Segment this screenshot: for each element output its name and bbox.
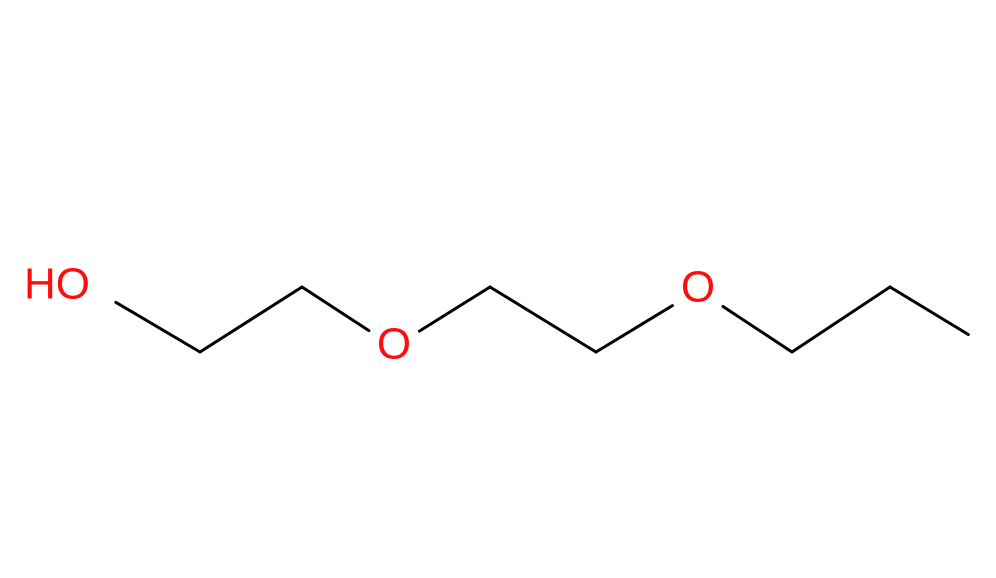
bond — [116, 302, 200, 352]
bond — [200, 287, 302, 352]
atom-label-O4: O — [377, 320, 411, 369]
atoms-layer: HOOOOH — [24, 260, 996, 372]
bond — [490, 287, 596, 352]
atom-label-O7: O — [681, 263, 715, 312]
bond — [419, 287, 490, 331]
bond — [596, 306, 672, 352]
molecule-canvas: HOOOOH — [0, 0, 996, 578]
atom-label-O1: HO — [24, 260, 90, 309]
bond — [723, 307, 792, 353]
bonds-layer — [116, 287, 969, 352]
bond — [792, 287, 890, 352]
bond — [890, 287, 968, 335]
bond — [302, 287, 369, 331]
